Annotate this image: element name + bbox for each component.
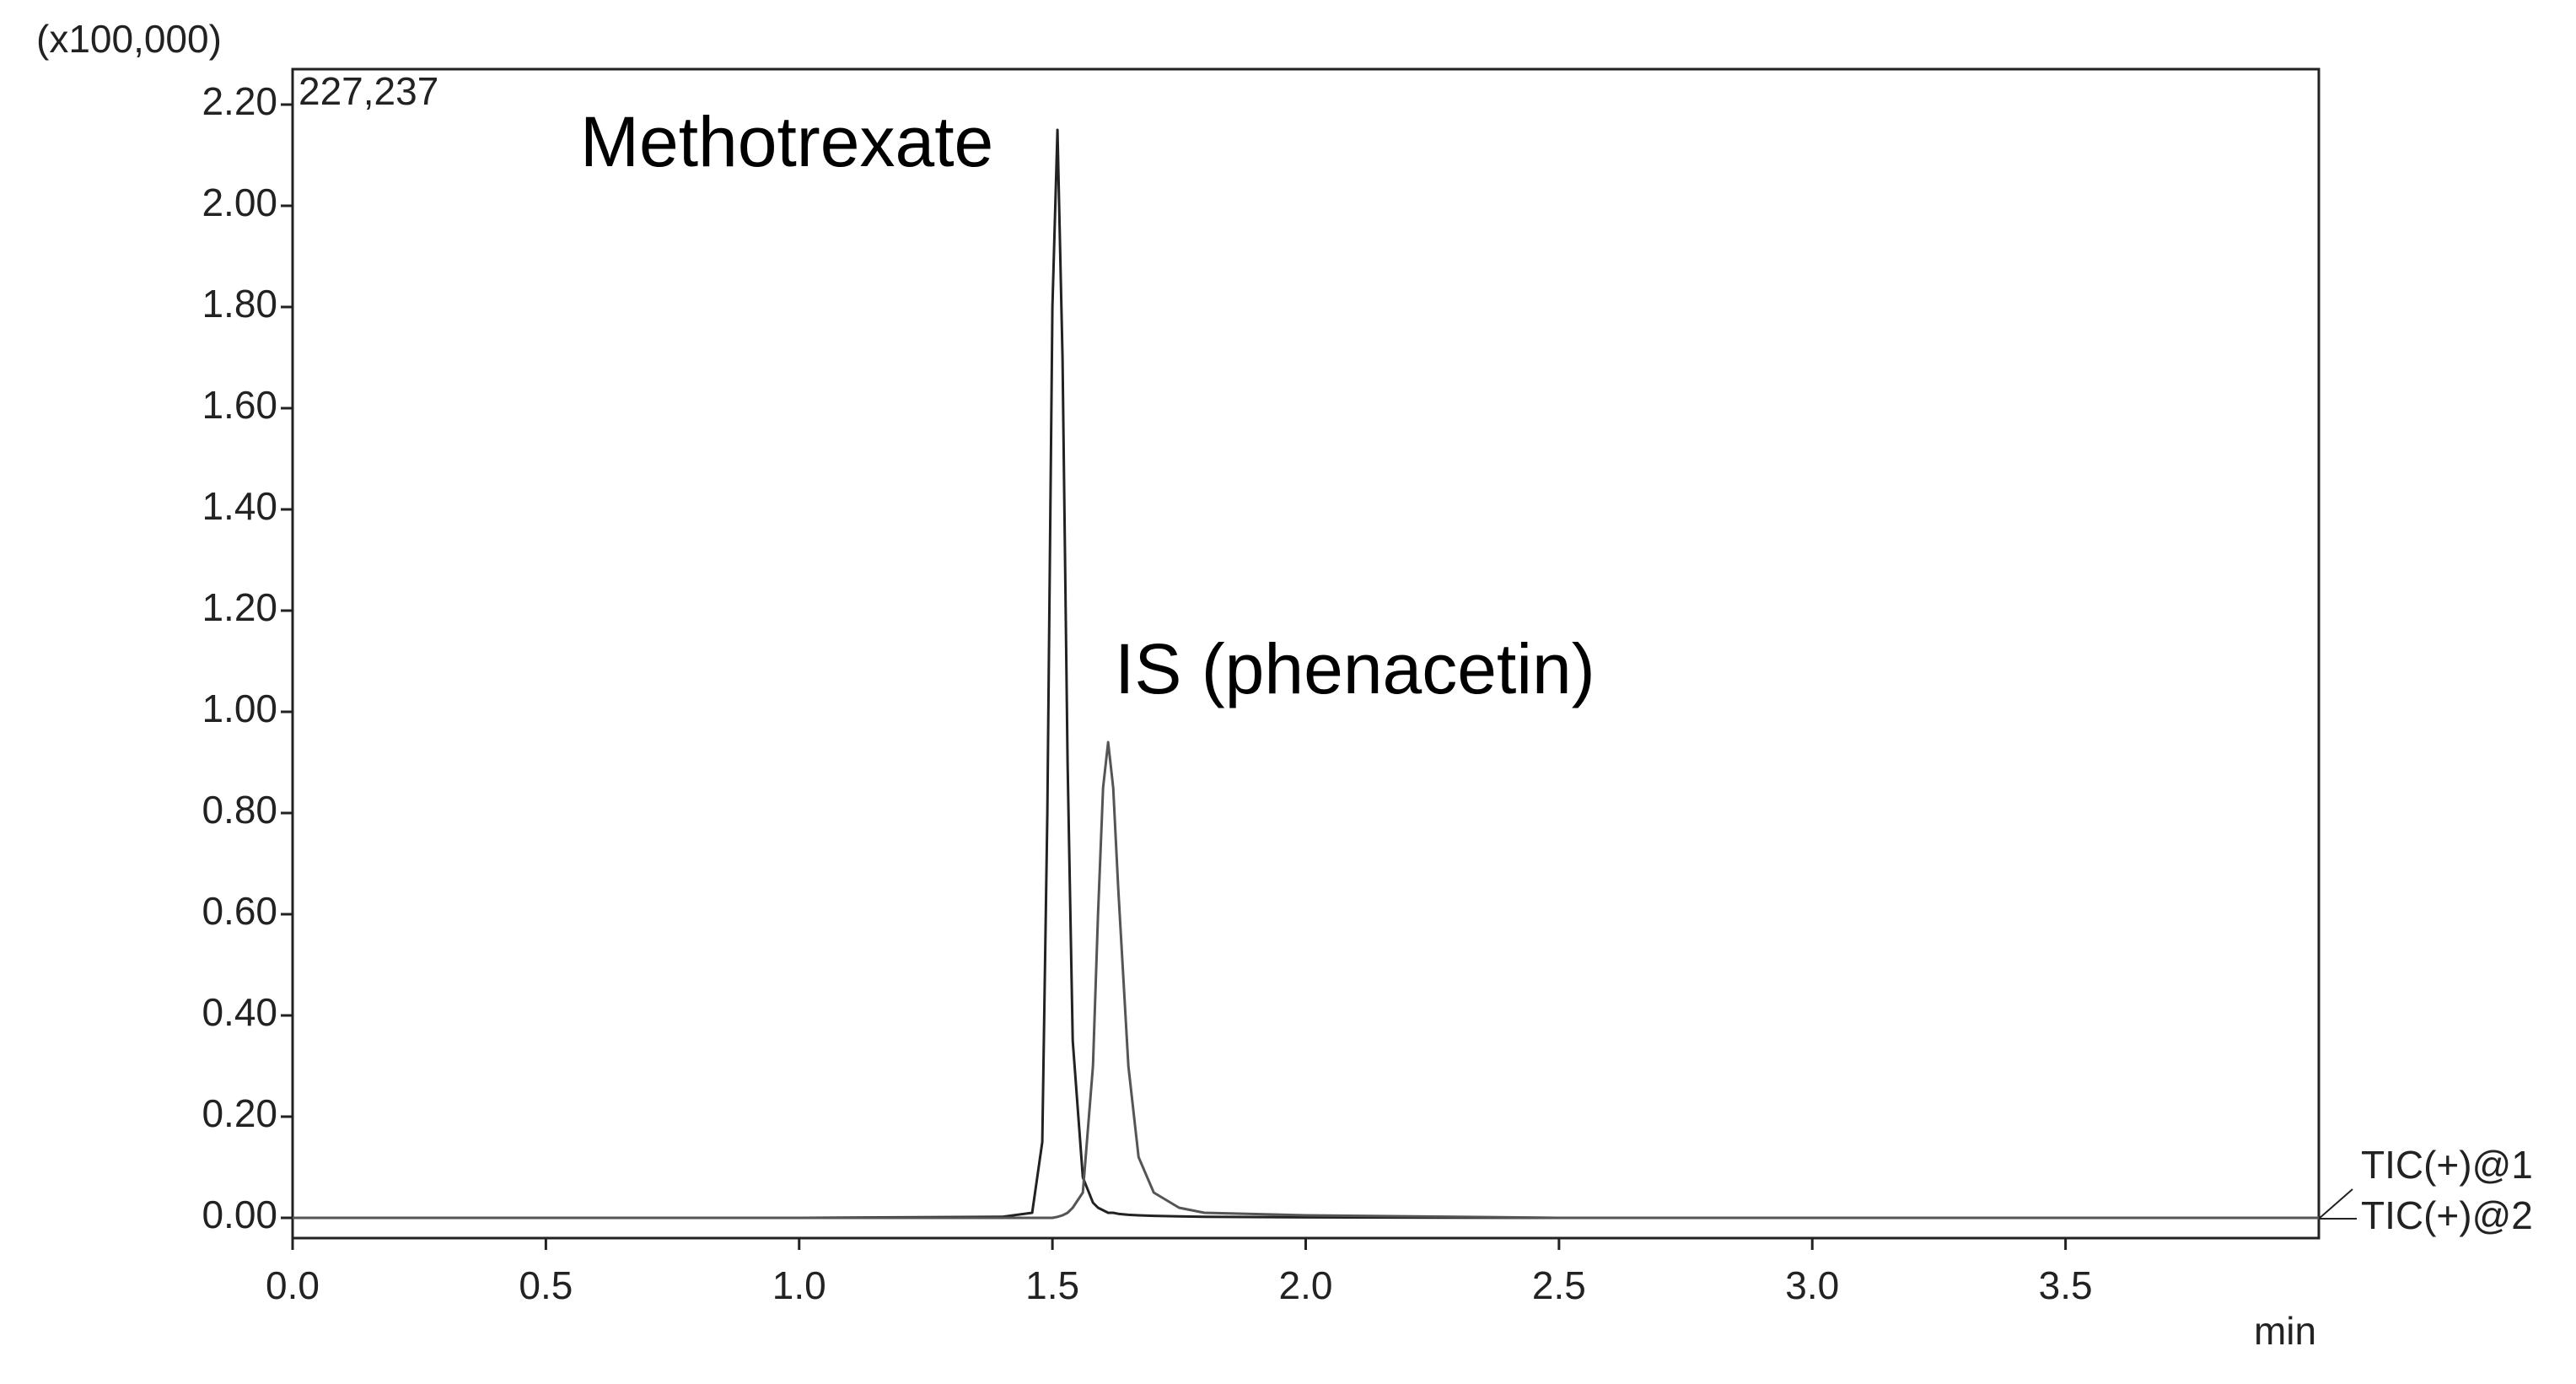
y-unit-label: (x100,000) (36, 17, 222, 61)
x-tick-label: 1.0 (772, 1263, 826, 1307)
series-line (293, 740, 2319, 1220)
y-tick-label: 0.40 (202, 990, 277, 1034)
legend-leader (2318, 1188, 2353, 1220)
y-tick-label: 0.60 (202, 889, 277, 933)
x-tick-label: 3.0 (1785, 1263, 1839, 1307)
series-line (293, 128, 2319, 1220)
x-tick-label: 3.5 (2039, 1263, 2093, 1307)
legend-label: TIC(+)@1 (2361, 1143, 2533, 1187)
y-tick-label: 0.20 (202, 1091, 277, 1135)
y-tick-label: 1.40 (202, 484, 277, 528)
y-tick-label: 0.80 (202, 788, 277, 832)
x-tick-label: 1.5 (1025, 1263, 1079, 1307)
y-tick-label: 0.00 (202, 1193, 277, 1236)
y-tick-label: 2.00 (202, 180, 277, 224)
y-tick-label: 1.60 (202, 383, 277, 427)
y-tick-label: 1.80 (202, 282, 277, 326)
y-tick-label: 2.20 (202, 79, 277, 123)
x-tick-label: 2.0 (1279, 1263, 1333, 1307)
x-tick-label: 0.0 (266, 1263, 320, 1307)
x-axis-label: min (2254, 1309, 2316, 1353)
y-tick-label: 1.20 (202, 585, 277, 629)
legend-label: TIC(+)@2 (2361, 1193, 2533, 1237)
peak-annotation: Methotrexate (580, 102, 993, 181)
y-tick-label: 1.00 (202, 687, 277, 730)
x-tick-label: 2.5 (1532, 1263, 1586, 1307)
x-tick-label: 0.5 (519, 1263, 573, 1307)
peak-annotation: IS (phenacetin) (1115, 629, 1595, 708)
max-intensity-label: 227,237 (298, 69, 438, 113)
